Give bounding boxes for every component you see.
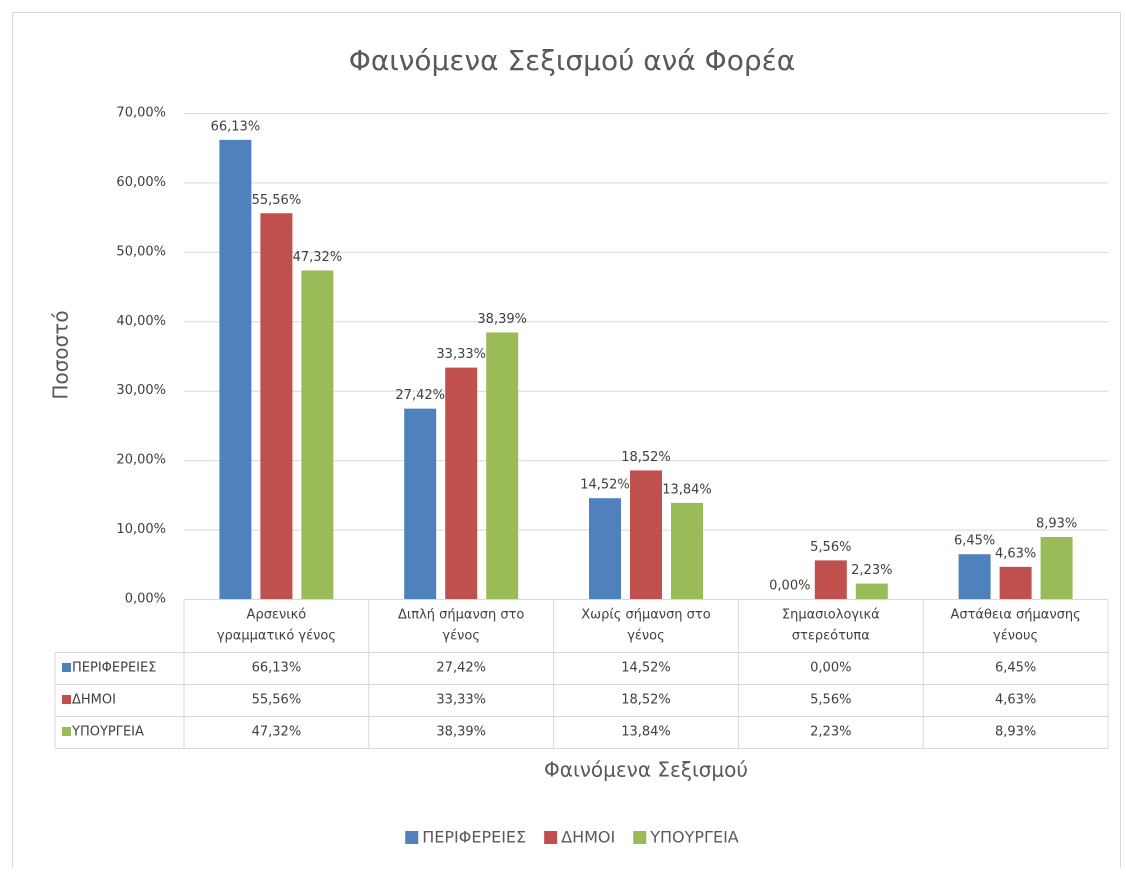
y-tick-label: 50,00% (116, 244, 166, 259)
table-legend-key (62, 695, 71, 704)
table-cell: 4,63% (995, 693, 1036, 708)
x-tick-label: γένους (993, 629, 1038, 644)
x-tick-label: Σημασιολογικά (782, 608, 880, 623)
legend-label: ΠΕΡΙΦΕΡΕΙΕΣ (422, 828, 526, 847)
x-axis-title: Φαινόμενα Σεξισμού (544, 758, 748, 782)
y-tick-label: 10,00% (116, 522, 166, 537)
table-cell: 33,33% (436, 693, 486, 708)
table-cell: 13,84% (621, 725, 671, 740)
y-tick-label: 0,00% (125, 592, 166, 607)
bar (486, 332, 519, 599)
data-label: 55,56% (252, 193, 302, 208)
bar (630, 470, 662, 599)
bar (445, 367, 478, 599)
table-cell: 66,13% (252, 661, 302, 676)
legend-label: ΥΠΟΥΡΓΕΙΑ (649, 828, 739, 847)
x-tick-label: γραμματικό γένος (217, 629, 336, 644)
table-cell: 47,32% (252, 725, 302, 740)
table-row-header: ΥΠΟΥΡΓΕΙΑ (71, 725, 144, 740)
bar (404, 408, 437, 599)
bar (814, 560, 847, 599)
table-cell: 38,39% (436, 725, 486, 740)
data-label: 33,33% (436, 347, 486, 362)
chart-border (12, 12, 1121, 872)
bar (301, 270, 334, 599)
y-tick-label: 20,00% (116, 453, 166, 468)
table-cell: 2,23% (810, 725, 851, 740)
y-tick-label: 70,00% (116, 106, 166, 121)
table-cell: 55,56% (252, 693, 302, 708)
table-cell: 0,00% (810, 661, 851, 676)
data-label: 5,56% (810, 540, 851, 555)
table-cell: 14,52% (621, 661, 671, 676)
x-tick-label: Χωρίς σήμανση στο (581, 608, 710, 623)
bar (958, 554, 991, 599)
data-label: 8,93% (1036, 517, 1077, 532)
x-tick-label: Διπλή σήμανση στο (398, 608, 524, 623)
table-row-header: ΔΗΜΟΙ (72, 693, 116, 708)
y-axis-title: Ποσοστό (49, 310, 73, 399)
x-tick-label: γένος (442, 629, 480, 644)
bar (855, 583, 888, 599)
table-cell: 27,42% (436, 661, 486, 676)
bar (999, 566, 1032, 599)
x-tick-label: Αρσενικό (247, 608, 307, 623)
x-tick-label: Αστάθεια σήμανσης (950, 608, 1080, 623)
data-label: 2,23% (851, 563, 892, 578)
table-cell: 5,56% (810, 693, 851, 708)
data-label: 4,63% (995, 546, 1036, 561)
bar (589, 498, 621, 599)
legend-key (544, 831, 558, 844)
bar (219, 139, 252, 600)
table-legend-key (62, 663, 71, 672)
bar (671, 502, 703, 599)
table-legend-key (62, 727, 71, 736)
y-tick-label: 40,00% (116, 314, 166, 329)
chart-title: Φαινόμενα Σεξισμού ανά Φορέα (349, 44, 795, 77)
table-cell: 18,52% (621, 693, 671, 708)
y-tick-label: 30,00% (116, 383, 166, 398)
data-label: 0,00% (769, 579, 810, 594)
bar (1040, 537, 1073, 599)
data-label: 27,42% (395, 388, 445, 403)
table-cell: 8,93% (995, 725, 1036, 740)
x-tick-label: στερεότυπα (792, 629, 870, 644)
y-tick-label: 60,00% (116, 175, 166, 190)
legend-key (405, 831, 419, 844)
data-label: 14,52% (580, 478, 630, 493)
legend-key (633, 831, 647, 844)
legend-label: ΔΗΜΟΙ (561, 828, 615, 847)
table-row-header: ΠΕΡΙΦΕΡΕΙΕΣ (72, 661, 156, 676)
table-cell: 6,45% (995, 661, 1036, 676)
data-label: 18,52% (621, 450, 671, 465)
data-label: 13,84% (662, 482, 712, 497)
data-label: 38,39% (477, 312, 527, 327)
data-label: 66,13% (211, 119, 261, 134)
x-tick-label: γένος (627, 629, 665, 644)
data-label: 6,45% (954, 534, 995, 549)
bar (260, 213, 293, 599)
data-label: 47,32% (293, 250, 343, 265)
